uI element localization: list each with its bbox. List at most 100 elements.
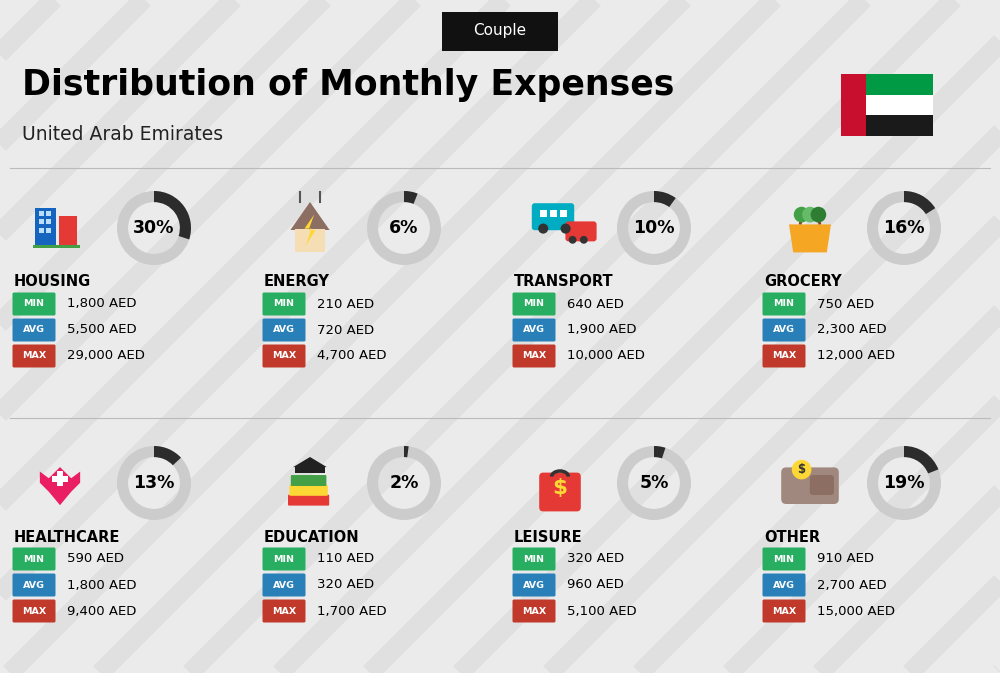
Text: 1,800 AED: 1,800 AED xyxy=(67,579,136,592)
FancyBboxPatch shape xyxy=(262,573,306,596)
Bar xyxy=(295,229,325,252)
Text: 640 AED: 640 AED xyxy=(567,297,624,310)
Wedge shape xyxy=(404,191,418,204)
Text: United Arab Emirates: United Arab Emirates xyxy=(22,125,223,145)
Circle shape xyxy=(792,460,811,479)
Bar xyxy=(46,211,51,216)
FancyBboxPatch shape xyxy=(262,293,306,316)
FancyBboxPatch shape xyxy=(810,475,834,495)
Text: MAX: MAX xyxy=(272,351,296,361)
Bar xyxy=(841,115,933,136)
Polygon shape xyxy=(789,224,831,252)
Wedge shape xyxy=(904,446,938,474)
Text: 210 AED: 210 AED xyxy=(317,297,374,310)
Text: 16%: 16% xyxy=(883,219,925,237)
Text: 320 AED: 320 AED xyxy=(567,553,624,565)
Text: MAX: MAX xyxy=(22,351,46,361)
Text: AVG: AVG xyxy=(23,581,45,590)
Text: MAX: MAX xyxy=(772,351,796,361)
Text: MAX: MAX xyxy=(22,606,46,616)
Bar xyxy=(39,219,44,224)
Text: 590 AED: 590 AED xyxy=(67,553,124,565)
Text: 320 AED: 320 AED xyxy=(317,579,374,592)
Text: MIN: MIN xyxy=(523,555,544,563)
FancyBboxPatch shape xyxy=(288,495,329,505)
Text: MIN: MIN xyxy=(23,299,44,308)
Text: 9,400 AED: 9,400 AED xyxy=(67,604,136,618)
Text: MIN: MIN xyxy=(774,299,795,308)
Text: OTHER: OTHER xyxy=(764,530,820,544)
FancyBboxPatch shape xyxy=(262,345,306,367)
Text: 5%: 5% xyxy=(639,474,669,492)
FancyBboxPatch shape xyxy=(763,548,806,571)
Wedge shape xyxy=(367,446,441,520)
Text: AVG: AVG xyxy=(273,581,295,590)
Text: MIN: MIN xyxy=(774,555,795,563)
Circle shape xyxy=(538,223,548,234)
Wedge shape xyxy=(154,446,181,465)
FancyBboxPatch shape xyxy=(12,318,55,341)
Wedge shape xyxy=(654,191,676,207)
Text: 30%: 30% xyxy=(133,219,175,237)
Text: 19%: 19% xyxy=(883,474,925,492)
Text: MIN: MIN xyxy=(523,299,544,308)
Circle shape xyxy=(569,236,577,244)
Text: 15,000 AED: 15,000 AED xyxy=(817,604,895,618)
Text: ENERGY: ENERGY xyxy=(264,275,330,289)
Bar xyxy=(540,211,547,217)
Polygon shape xyxy=(293,457,327,467)
FancyBboxPatch shape xyxy=(763,293,806,316)
Text: MIN: MIN xyxy=(274,555,295,563)
Circle shape xyxy=(794,207,809,223)
Circle shape xyxy=(580,236,588,244)
FancyBboxPatch shape xyxy=(262,318,306,341)
Bar xyxy=(35,207,56,247)
FancyBboxPatch shape xyxy=(532,203,574,230)
Text: GROCERY: GROCERY xyxy=(764,275,842,289)
FancyBboxPatch shape xyxy=(12,548,55,571)
Text: MAX: MAX xyxy=(522,606,546,616)
Text: 1,700 AED: 1,700 AED xyxy=(317,604,387,618)
Text: MAX: MAX xyxy=(772,606,796,616)
Text: MAX: MAX xyxy=(522,351,546,361)
Wedge shape xyxy=(117,446,191,520)
Bar xyxy=(841,74,933,95)
Text: 6%: 6% xyxy=(389,219,419,237)
FancyBboxPatch shape xyxy=(763,573,806,596)
Text: $: $ xyxy=(798,463,806,476)
FancyBboxPatch shape xyxy=(512,345,555,367)
Text: AVG: AVG xyxy=(273,326,295,334)
FancyBboxPatch shape xyxy=(512,573,555,596)
Text: 12,000 AED: 12,000 AED xyxy=(817,349,895,363)
Text: Distribution of Monthly Expenses: Distribution of Monthly Expenses xyxy=(22,68,674,102)
Text: MIN: MIN xyxy=(274,299,295,308)
Text: AVG: AVG xyxy=(523,326,545,334)
FancyBboxPatch shape xyxy=(565,221,597,242)
Text: 10%: 10% xyxy=(633,219,675,237)
Wedge shape xyxy=(154,191,191,240)
Circle shape xyxy=(802,207,818,223)
Text: EDUCATION: EDUCATION xyxy=(264,530,360,544)
FancyBboxPatch shape xyxy=(763,600,806,623)
Bar xyxy=(295,467,325,473)
Text: Couple: Couple xyxy=(473,24,527,38)
Text: 1,800 AED: 1,800 AED xyxy=(67,297,136,310)
Text: AVG: AVG xyxy=(23,326,45,334)
FancyBboxPatch shape xyxy=(12,600,55,623)
Bar xyxy=(841,74,933,136)
Bar xyxy=(33,246,80,248)
Text: LEISURE: LEISURE xyxy=(514,530,583,544)
Text: 4,700 AED: 4,700 AED xyxy=(317,349,386,363)
FancyBboxPatch shape xyxy=(763,318,806,341)
FancyBboxPatch shape xyxy=(512,548,555,571)
Wedge shape xyxy=(617,191,691,265)
Wedge shape xyxy=(867,446,941,520)
Circle shape xyxy=(811,207,826,223)
Text: 960 AED: 960 AED xyxy=(567,579,624,592)
FancyBboxPatch shape xyxy=(289,485,328,496)
FancyBboxPatch shape xyxy=(763,345,806,367)
FancyBboxPatch shape xyxy=(262,548,306,571)
Wedge shape xyxy=(654,446,665,458)
Text: AVG: AVG xyxy=(773,326,795,334)
FancyBboxPatch shape xyxy=(291,475,326,486)
